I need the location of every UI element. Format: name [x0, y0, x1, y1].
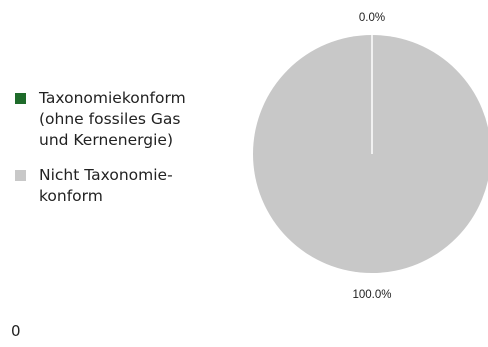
legend-label-nicht-taxonomiekonform: Nicht Taxonomie- konform: [39, 166, 173, 205]
chart-legend: Taxonomiekonform (ohne fossiles Gas und …: [15, 88, 215, 221]
footer-mark: 0: [11, 322, 21, 340]
legend-item-taxonomiekonform: Taxonomiekonform (ohne fossiles Gas und …: [15, 88, 215, 151]
pie-slices: [253, 35, 488, 273]
legend-item-nicht-taxonomiekonform: Nicht Taxonomie- konform: [15, 165, 215, 207]
legend-label-taxonomiekonform: Taxonomiekonform (ohne fossiles Gas und …: [39, 89, 186, 149]
slice-value-label-nicht-taxonomiekonform: 100.0%: [352, 289, 391, 301]
legend-swatch-nicht-taxonomiekonform: [15, 170, 26, 181]
legend-swatch-taxonomiekonform: [15, 93, 26, 104]
slice-value-label-taxonomiekonform: 0.0%: [359, 12, 385, 24]
pie-slice-nicht-taxonomiekonform: [253, 35, 488, 273]
